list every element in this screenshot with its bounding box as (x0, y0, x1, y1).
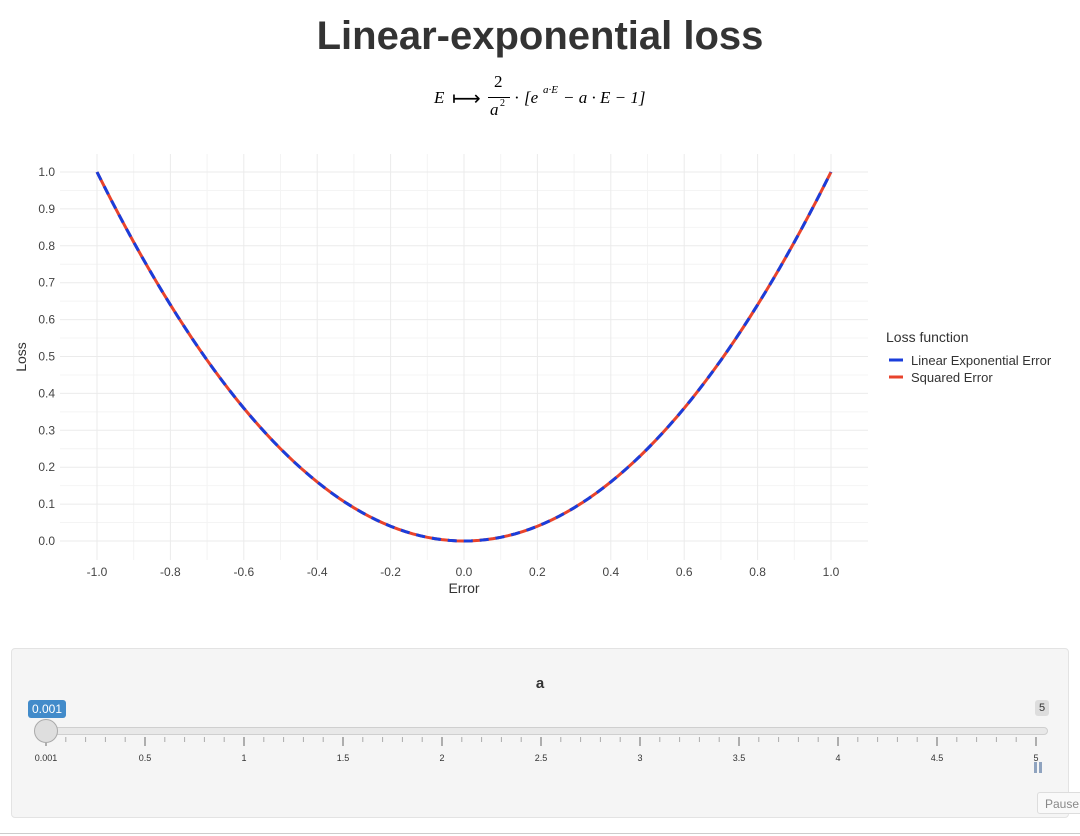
x-tick-label: 0.2 (529, 565, 546, 579)
x-tick-label: -0.6 (233, 565, 254, 579)
pause-icon[interactable] (1034, 762, 1046, 774)
x-tick-label: -0.4 (307, 565, 328, 579)
bottom-divider (0, 833, 1080, 834)
page-title: Linear-exponential loss (316, 14, 764, 58)
x-tick-label: 0.6 (676, 565, 693, 579)
slider-tick-label: 3 (637, 753, 642, 763)
x-tick-label: 0.0 (456, 565, 473, 579)
x-tick-label: 0.4 (602, 565, 619, 579)
loss-chart: 0.0 0.1 0.2 0.3 0.4 0.5 0.6 0.7 0.8 0.9 1.0 -1.0 -0… (13, 154, 1052, 596)
legend-title: Loss function (886, 329, 969, 345)
x-tick-label: 0.8 (749, 565, 766, 579)
y-tick-label: 0.0 (38, 534, 55, 548)
slider-tick-label: 0.001 (35, 753, 58, 763)
slider-tick-label: 4.5 (931, 753, 944, 763)
slider-label: a (535, 675, 545, 692)
loss-formula: E ⟼ 2 a 2 · [e a·E − a · E − 1] (0, 72, 1080, 122)
slider-tick-label: 3.5 (733, 753, 746, 763)
y-tick-label: 0.9 (38, 202, 55, 216)
slider-tick-label: 1.5 (337, 753, 350, 763)
slider-handle[interactable] (34, 719, 58, 743)
y-tick-label: 0.2 (38, 460, 55, 474)
y-tick-label: 0.7 (38, 276, 55, 290)
formula-dot: · (514, 88, 520, 107)
formula-exponent: a·E (543, 84, 558, 96)
x-tick-label: -0.2 (380, 565, 401, 579)
formula-fraction-line (488, 97, 510, 98)
formula-numerator: 2 (494, 72, 503, 91)
x-axis-label: Error (448, 580, 479, 596)
slider-tick-label: 1 (241, 753, 246, 763)
y-axis-label: Loss (13, 342, 29, 372)
y-tick-label: 1.0 (38, 165, 55, 179)
slider-tick-label: 4 (835, 753, 840, 763)
legend-item-linexp: Linear Exponential Error (911, 353, 1052, 368)
y-tick-label: 0.3 (38, 423, 55, 437)
legend: Loss function Linear Exponential Error S… (886, 329, 1052, 385)
y-tick-label: 0.8 (38, 239, 55, 253)
slider-max-badge: 5 (1035, 700, 1050, 716)
formula-denominator-exp: 2 (500, 98, 505, 109)
slider-tick-label: 0.5 (139, 753, 152, 763)
slider-value-badge: 0.001 (28, 700, 67, 718)
slider-tick-label: 2 (439, 753, 444, 763)
y-tick-label: 0.1 (38, 497, 55, 511)
series-line-linear-exponential (95, 171, 833, 543)
y-tick-label: 0.6 (38, 313, 55, 327)
formula-rest: − a · E − 1] (563, 88, 646, 107)
x-tick-label: -0.8 (160, 565, 181, 579)
slider-panel: a 0.001 5 0.001 0.5 1 1.5 2 2.5 3 3.5 4 4.5 5 Paus… (11, 648, 1080, 818)
slider-tick-label: 2.5 (535, 753, 548, 763)
legend-item-squared: Squared Error (911, 370, 993, 385)
y-tick-label: 0.5 (38, 350, 55, 364)
y-tick-label: 0.4 (38, 386, 55, 400)
formula-arrow: ⟼ (452, 88, 481, 110)
slider-tick-label: 5 (1033, 753, 1038, 763)
formula-denominator: a (490, 100, 499, 119)
x-tick-label: -1.0 (87, 565, 108, 579)
slider-ticks: 0.001 0.5 1 1.5 2 2.5 3 3.5 4 4.5 5 (35, 737, 1039, 763)
formula-lhs: E (434, 88, 445, 107)
formula-bracket: [e (524, 88, 539, 107)
x-tick-label: 1.0 (823, 565, 840, 579)
pause-button[interactable]: Pause (1037, 792, 1080, 814)
